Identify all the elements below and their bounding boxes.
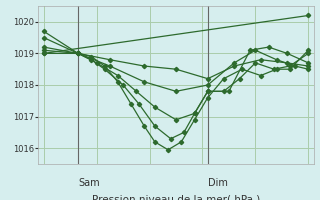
Text: Pression niveau de la mer( hPa ): Pression niveau de la mer( hPa ) xyxy=(92,195,260,200)
Text: Dim: Dim xyxy=(208,178,228,188)
Text: Sam: Sam xyxy=(78,178,100,188)
